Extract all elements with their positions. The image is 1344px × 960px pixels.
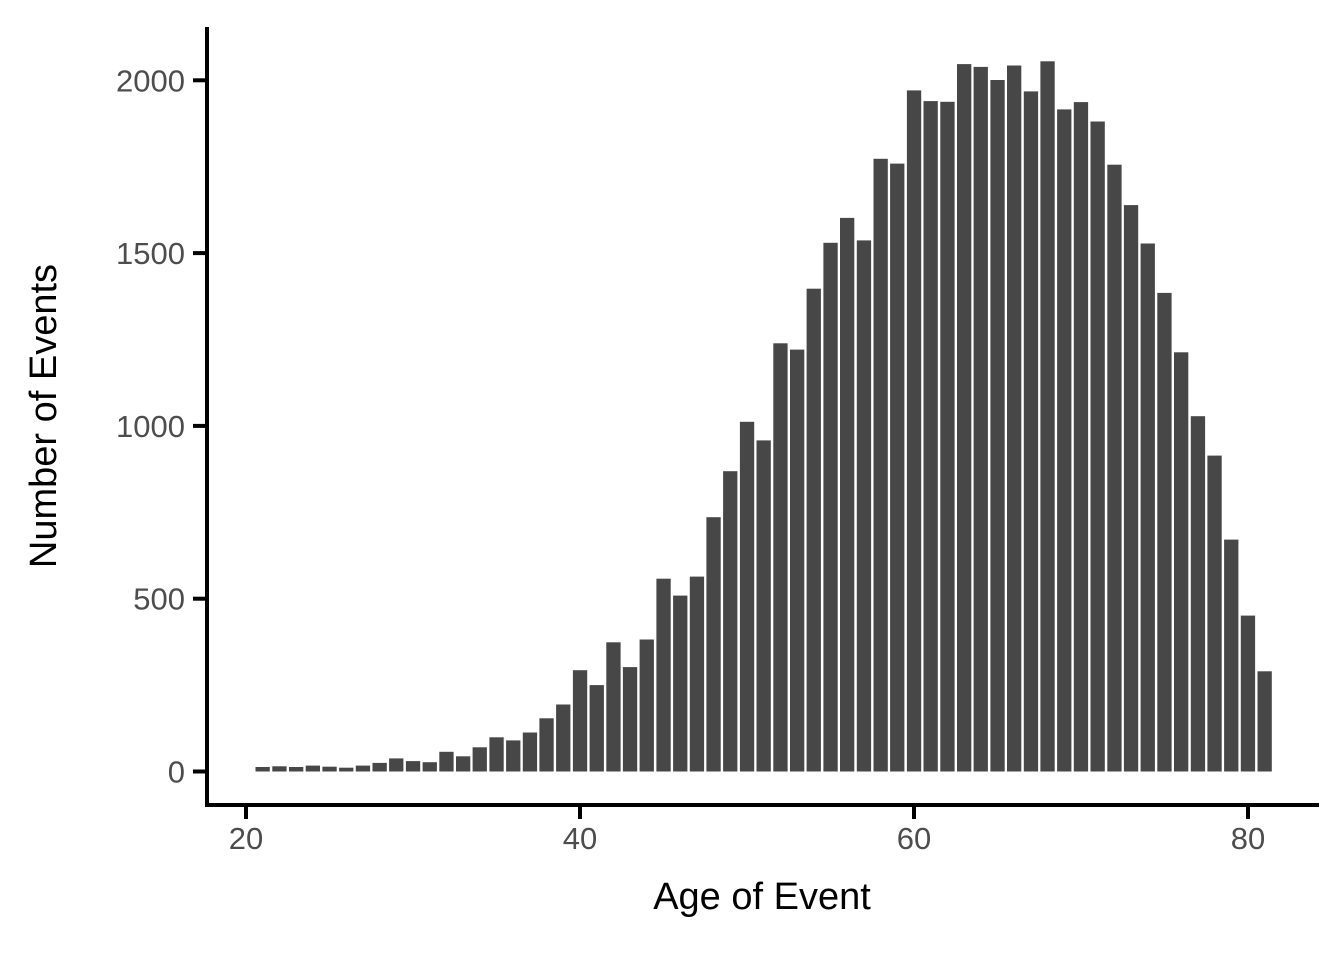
histogram-bar xyxy=(1040,61,1055,772)
y-tick-mark xyxy=(193,78,205,83)
histogram-bar xyxy=(405,761,421,772)
histogram-bar xyxy=(656,578,671,772)
histogram-bar xyxy=(522,732,538,772)
x-tick-label: 60 xyxy=(897,821,931,856)
histogram-bar xyxy=(739,421,755,772)
histogram-bar xyxy=(723,471,738,772)
x-tick-label: 20 xyxy=(229,821,263,856)
histogram-bar xyxy=(1123,205,1139,772)
histogram-bar xyxy=(305,765,320,772)
histogram-bar xyxy=(923,101,938,772)
histogram-bar xyxy=(1140,243,1155,772)
histogram-bar xyxy=(856,240,872,772)
y-tick-mark xyxy=(193,423,205,428)
histogram-bar xyxy=(1207,455,1222,772)
histogram-bar xyxy=(472,747,487,772)
histogram-bar xyxy=(823,242,838,772)
histogram-bar xyxy=(1224,539,1239,772)
x-axis-line xyxy=(205,803,1319,807)
x-tick-label: 40 xyxy=(563,821,597,856)
bars-group xyxy=(255,61,1272,772)
histogram-bar xyxy=(456,756,471,772)
y-tick-label: 500 xyxy=(133,582,185,617)
histogram-bar xyxy=(773,343,788,772)
histogram-bar xyxy=(689,576,705,772)
histogram-bar xyxy=(1190,416,1206,772)
y-tick-label: 1000 xyxy=(116,409,185,444)
tick-labels-group: 0 500 1000 1500 2000 20 40 60 80 xyxy=(116,63,1265,856)
histogram-bar xyxy=(389,758,404,772)
x-tick-label: 80 xyxy=(1231,821,1265,856)
histogram-bar xyxy=(489,737,504,772)
histogram-bar xyxy=(539,718,554,772)
histogram-bar xyxy=(339,767,354,772)
histogram-bar xyxy=(957,64,972,772)
histogram-bar xyxy=(255,767,270,772)
y-tick-mark xyxy=(193,251,205,256)
axes-group xyxy=(193,27,1319,819)
histogram-bar xyxy=(506,740,521,772)
histogram-bar xyxy=(1157,292,1172,772)
histogram-bar xyxy=(322,766,337,772)
x-axis-title: Age of Event xyxy=(653,876,871,918)
histogram-bar xyxy=(272,766,287,772)
histogram-bar xyxy=(355,765,371,772)
histogram-bar xyxy=(1257,671,1272,772)
x-tick-mark xyxy=(912,807,916,819)
histogram-bar xyxy=(940,101,955,772)
histogram-bar xyxy=(1023,91,1039,772)
histogram-bar xyxy=(1090,121,1105,772)
x-tick-mark xyxy=(244,807,248,819)
histogram-bar xyxy=(1073,102,1089,772)
histogram-bar xyxy=(973,66,988,772)
histogram-bar xyxy=(1007,65,1022,772)
histogram-bar xyxy=(806,288,821,772)
histogram-bar xyxy=(622,667,638,772)
histogram-bar xyxy=(756,440,771,772)
histogram-bar xyxy=(706,517,721,772)
histogram-bar xyxy=(556,704,571,772)
histogram-bar xyxy=(990,80,1005,772)
histogram-bar xyxy=(606,642,621,772)
histogram-bar xyxy=(1240,615,1256,772)
histogram-bar xyxy=(1057,109,1072,772)
histogram-bar xyxy=(873,158,888,772)
histogram-bar xyxy=(906,90,922,772)
histogram-bar xyxy=(422,762,437,772)
y-tick-mark xyxy=(193,596,205,601)
histogram-bar xyxy=(572,670,588,772)
y-axis-line xyxy=(205,27,209,807)
histogram-bar xyxy=(639,639,654,772)
histogram-bar xyxy=(289,767,304,772)
histogram-bar xyxy=(372,762,387,772)
x-tick-mark xyxy=(578,807,582,819)
histogram-bar xyxy=(439,751,454,772)
y-axis-title: Number of Events xyxy=(23,263,65,569)
x-tick-mark xyxy=(1246,807,1250,819)
histogram-bar xyxy=(589,685,604,772)
histogram-bar xyxy=(790,349,805,772)
histogram-bar xyxy=(1174,352,1189,772)
y-tick-mark xyxy=(193,769,205,774)
histogram-bar xyxy=(673,595,688,772)
histogram-bar xyxy=(890,163,905,772)
histogram-bar xyxy=(840,217,855,772)
y-tick-label: 1500 xyxy=(116,236,185,271)
y-tick-label: 0 xyxy=(168,755,185,790)
histogram-bar xyxy=(1107,164,1122,772)
y-tick-label: 2000 xyxy=(116,63,185,98)
